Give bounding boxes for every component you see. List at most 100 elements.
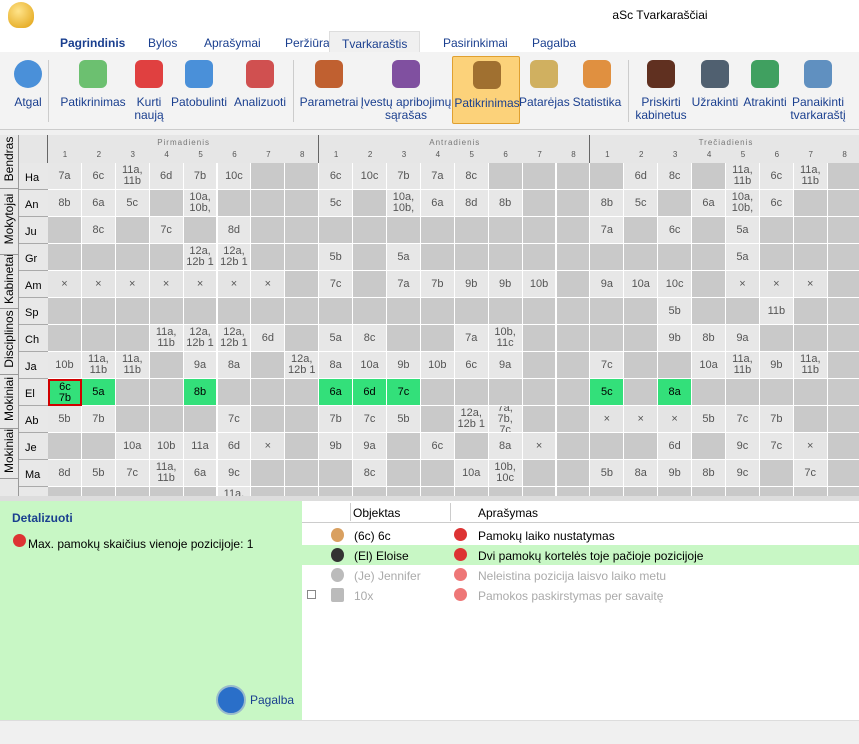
timetable-cell[interactable]: 5b: [48, 406, 82, 433]
timetable-cell[interactable]: 6d: [217, 433, 252, 460]
timetable-cell[interactable]: ×: [522, 433, 557, 460]
timetable-cell[interactable]: 8c: [81, 217, 116, 244]
ribbon-button[interactable]: Atgal: [8, 56, 48, 124]
timetable-cell[interactable]: 7c: [319, 271, 354, 298]
timetable-cell[interactable]: 11a, 11b: [793, 352, 828, 379]
timetable-cell[interactable]: ×: [48, 271, 82, 298]
timetable-cell[interactable]: 6a: [183, 460, 218, 487]
timetable-cell[interactable]: 10c: [353, 163, 387, 190]
timetable-cell[interactable]: 7b: [387, 163, 421, 190]
timetable-cell[interactable]: 8d: [217, 217, 252, 244]
timetable-cell[interactable]: 6c: [81, 163, 116, 190]
timetable-cell[interactable]: 9c: [726, 433, 760, 460]
timetable-cell[interactable]: 5c: [115, 190, 150, 217]
timetable-cell[interactable]: 7a: [590, 217, 625, 244]
timetable-cell[interactable]: ×: [726, 271, 760, 298]
timetable-cell[interactable]: 10a: [624, 271, 659, 298]
timetable-cell[interactable]: 10a: [353, 352, 387, 379]
timetable-cell[interactable]: 8a: [488, 433, 523, 460]
side-tab[interactable]: Mokiniai: [0, 429, 19, 479]
timetable-cell[interactable]: ×: [793, 271, 828, 298]
timetable-cell[interactable]: 5b: [319, 244, 354, 271]
timetable-cell[interactable]: 8a: [658, 379, 693, 406]
timetable-cell[interactable]: 6a: [692, 190, 726, 217]
timetable-cell[interactable]: 5b: [692, 406, 726, 433]
side-tab[interactable]: Bendras: [0, 135, 19, 189]
timetable-cell[interactable]: 7a: [420, 163, 455, 190]
timetable-cell[interactable]: 12a, 12b 1: [285, 352, 320, 379]
ribbon-button[interactable]: Atrakinti: [741, 56, 789, 124]
timetable-cell[interactable]: 5a: [387, 244, 421, 271]
timetable-cell[interactable]: 7c: [726, 406, 760, 433]
timetable-cell[interactable]: 9a: [353, 433, 387, 460]
timetable-cell[interactable]: 11a, 11b: [149, 325, 184, 352]
timetable-cell[interactable]: 9b: [658, 325, 693, 352]
timetable-cell[interactable]: 10b: [522, 271, 557, 298]
list-row[interactable]: (6c) 6c Pamokų laiko nustatymas: [302, 525, 859, 545]
timetable-cell[interactable]: ×: [149, 271, 184, 298]
timetable-cell[interactable]: 11a, 11b: [149, 460, 184, 487]
timetable-cell[interactable]: ×: [624, 406, 659, 433]
timetable-cell[interactable]: ×: [183, 271, 218, 298]
timetable-cell[interactable]: 8a: [624, 460, 659, 487]
timetable-cell[interactable]: 12a, 12b 1: [217, 244, 252, 271]
timetable-cell[interactable]: 7c: [353, 406, 387, 433]
timetable-cell[interactable]: 12a, 12b 1: [183, 325, 218, 352]
timetable-cell[interactable]: 7c: [387, 379, 421, 406]
timetable-cell[interactable]: 6c 7b: [48, 379, 82, 406]
timetable-cell[interactable]: 5c: [590, 379, 625, 406]
side-tab[interactable]: Mokytojai: [0, 189, 19, 255]
timetable-cell[interactable]: ×: [217, 271, 252, 298]
timetable-cell[interactable]: 12a, 12b 1: [183, 244, 218, 271]
timetable-cell[interactable]: 10b, 10c: [488, 460, 523, 487]
timetable-cell[interactable]: 6d: [624, 163, 659, 190]
menu-tab[interactable]: Pagalba: [532, 36, 577, 50]
timetable-cell[interactable]: 5a: [726, 217, 760, 244]
timetable-cell[interactable]: 6d: [149, 163, 184, 190]
timetable-cell[interactable]: 7b: [420, 271, 455, 298]
timetable-cell[interactable]: 9c: [726, 460, 760, 487]
timetable-cell[interactable]: 5b: [387, 406, 421, 433]
timetable-cell[interactable]: 7c: [217, 406, 252, 433]
timetable-cell[interactable]: 7c: [115, 460, 150, 487]
timetable-cell[interactable]: 9a: [590, 271, 625, 298]
timetable-cell[interactable]: 5b: [658, 298, 693, 325]
timetable-cell[interactable]: 8b: [183, 379, 218, 406]
timetable-cell[interactable]: 7c: [149, 217, 184, 244]
timetable-cell[interactable]: 6d: [658, 433, 693, 460]
timetable-cell[interactable]: 5a: [319, 325, 354, 352]
timetable-cell[interactable]: 8b: [692, 325, 726, 352]
ribbon-button[interactable]: Patarėjas: [519, 56, 570, 124]
ribbon-button[interactable]: Parametrai: [299, 56, 359, 124]
timetable-cell[interactable]: 6d: [353, 379, 387, 406]
list-row[interactable]: (El) Eloise Dvi pamokų kortelės toje pači…: [302, 545, 859, 565]
timetable-cell[interactable]: 11a, 11b: [115, 163, 150, 190]
timetable-cell[interactable]: 11a, 11b: [793, 163, 828, 190]
timetable-cell[interactable]: 10a: [454, 460, 489, 487]
ribbon-button[interactable]: Kurti naują: [129, 56, 169, 124]
timetable-cell[interactable]: 9a: [488, 352, 523, 379]
timetable-cell[interactable]: ×: [81, 271, 116, 298]
ribbon-button[interactable]: Analizuoti: [231, 56, 289, 124]
timetable-cell[interactable]: 6a: [319, 379, 354, 406]
menu-tab[interactable]: Tvarkaraštis: [329, 31, 421, 52]
timetable-cell[interactable]: 5b: [81, 460, 116, 487]
timetable-cell[interactable]: 7c: [590, 352, 625, 379]
timetable-cell[interactable]: 10a: [115, 433, 150, 460]
timetable-cell[interactable]: ×: [590, 406, 625, 433]
timetable-cell[interactable]: 7c: [759, 433, 794, 460]
timetable-cell[interactable]: 9a: [726, 325, 760, 352]
ribbon-button[interactable]: Patobulinti: [168, 56, 230, 124]
timetable-cell[interactable]: 7a, 7b, 7c: [488, 406, 523, 433]
timetable-cell[interactable]: 10b: [48, 352, 82, 379]
timetable-cell[interactable]: 5c: [624, 190, 659, 217]
timetable-cell[interactable]: 9b: [488, 271, 523, 298]
timetable-cell[interactable]: 9b: [387, 352, 421, 379]
timetable-cell[interactable]: 6c: [319, 163, 354, 190]
timetable-cell[interactable]: 12a, 12b 1: [454, 406, 489, 433]
timetable-cell[interactable]: 9b: [759, 352, 794, 379]
timetable-cell[interactable]: 6c: [759, 163, 794, 190]
timetable-cell[interactable]: 6c: [759, 190, 794, 217]
timetable-cell[interactable]: 11a, 11b: [115, 352, 150, 379]
timetable-cell[interactable]: 6c: [454, 352, 489, 379]
